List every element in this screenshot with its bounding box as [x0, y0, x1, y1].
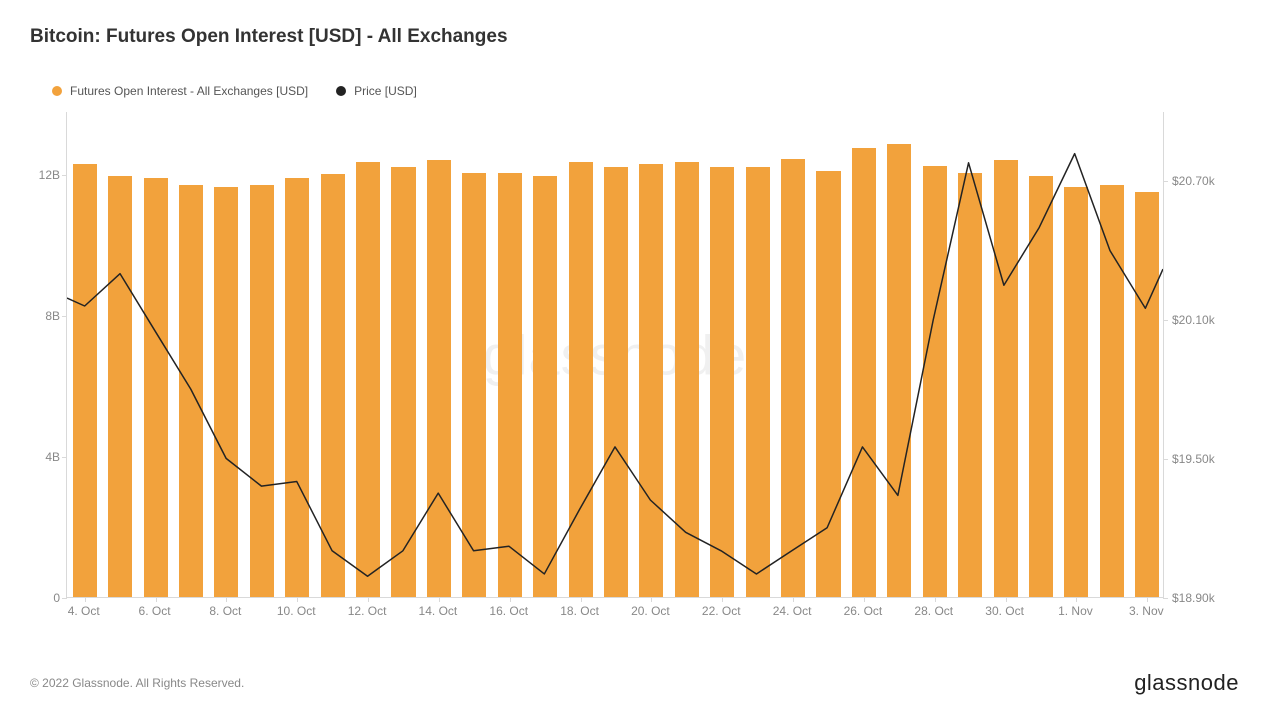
y-right-tick-label: $20.70k: [1172, 174, 1232, 188]
x-tick-label: 28. Oct: [914, 604, 953, 618]
chart-title: Bitcoin: Futures Open Interest [USD] - A…: [30, 26, 508, 48]
x-tick-label: 18. Oct: [560, 604, 599, 618]
x-tick-label: 12. Oct: [348, 604, 387, 618]
bar: [1064, 187, 1088, 597]
x-tick-label: 3. Nov: [1129, 604, 1164, 618]
legend-item-line: Price [USD]: [336, 84, 417, 98]
bar: [391, 167, 415, 597]
x-tick-label: 4. Oct: [68, 604, 100, 618]
legend-label-line: Price [USD]: [354, 84, 417, 98]
legend: Futures Open Interest - All Exchanges [U…: [52, 84, 417, 98]
bar: [73, 164, 97, 597]
legend-swatch-line: [336, 86, 346, 96]
y-right-tick-label: $20.10k: [1172, 313, 1232, 327]
bar: [144, 178, 168, 597]
legend-item-bars: Futures Open Interest - All Exchanges [U…: [52, 84, 308, 98]
y-left-tick-label: 12B: [30, 168, 60, 182]
bar: [958, 173, 982, 597]
x-tick-label: 20. Oct: [631, 604, 670, 618]
bar: [533, 176, 557, 597]
x-tick-label: 10. Oct: [277, 604, 316, 618]
x-tick-label: 14. Oct: [419, 604, 458, 618]
copyright-text: © 2022 Glassnode. All Rights Reserved.: [30, 676, 244, 690]
bar: [1100, 185, 1124, 597]
bar: [852, 148, 876, 597]
bar: [321, 174, 345, 597]
bar: [427, 160, 451, 597]
bar: [462, 173, 486, 597]
x-tick-label: 30. Oct: [985, 604, 1024, 618]
x-tick-label: 1. Nov: [1058, 604, 1093, 618]
x-tick-label: 24. Oct: [773, 604, 812, 618]
legend-label-bar: Futures Open Interest - All Exchanges [U…: [70, 84, 308, 98]
bar-series: [67, 112, 1163, 597]
bar: [816, 171, 840, 597]
bar: [639, 164, 663, 597]
y-left-tick-label: 0: [30, 591, 60, 605]
bar: [710, 167, 734, 597]
y-left-tick-label: 4B: [30, 450, 60, 464]
x-axis: 4. Oct 6. Oct 8. Oct 10. Oct 12. Oct 14. Oct 1…: [66, 604, 1164, 624]
bar: [887, 144, 911, 597]
bar: [604, 167, 628, 597]
bar: [108, 176, 132, 597]
bar: [569, 162, 593, 597]
y-axis-left: 04B8B12B: [30, 112, 60, 598]
bar: [250, 185, 274, 597]
bar: [214, 187, 238, 597]
bar: [498, 173, 522, 597]
brand-logo-text: glassnode: [1134, 670, 1239, 696]
x-tick-label: 8. Oct: [209, 604, 241, 618]
x-tick-label: 16. Oct: [489, 604, 528, 618]
bar: [1135, 192, 1159, 597]
bar: [179, 185, 203, 597]
chart-plot-area: glassnode: [66, 112, 1164, 598]
y-right-tick-label: $18.90k: [1172, 591, 1232, 605]
bar: [994, 160, 1018, 597]
x-tick-label: 6. Oct: [139, 604, 171, 618]
x-tick-label: 22. Oct: [702, 604, 741, 618]
bar: [285, 178, 309, 597]
y-right-tick-label: $19.50k: [1172, 452, 1232, 466]
x-tick-label: 26. Oct: [844, 604, 883, 618]
bar: [356, 162, 380, 597]
legend-swatch-bar: [52, 86, 62, 96]
bar: [675, 162, 699, 597]
bar: [746, 167, 770, 597]
bar: [1029, 176, 1053, 597]
y-left-tick-label: 8B: [30, 309, 60, 323]
y-axis-right: $18.90k$19.50k$20.10k$20.70k: [1172, 112, 1232, 598]
bar: [781, 159, 805, 597]
bar: [923, 166, 947, 597]
